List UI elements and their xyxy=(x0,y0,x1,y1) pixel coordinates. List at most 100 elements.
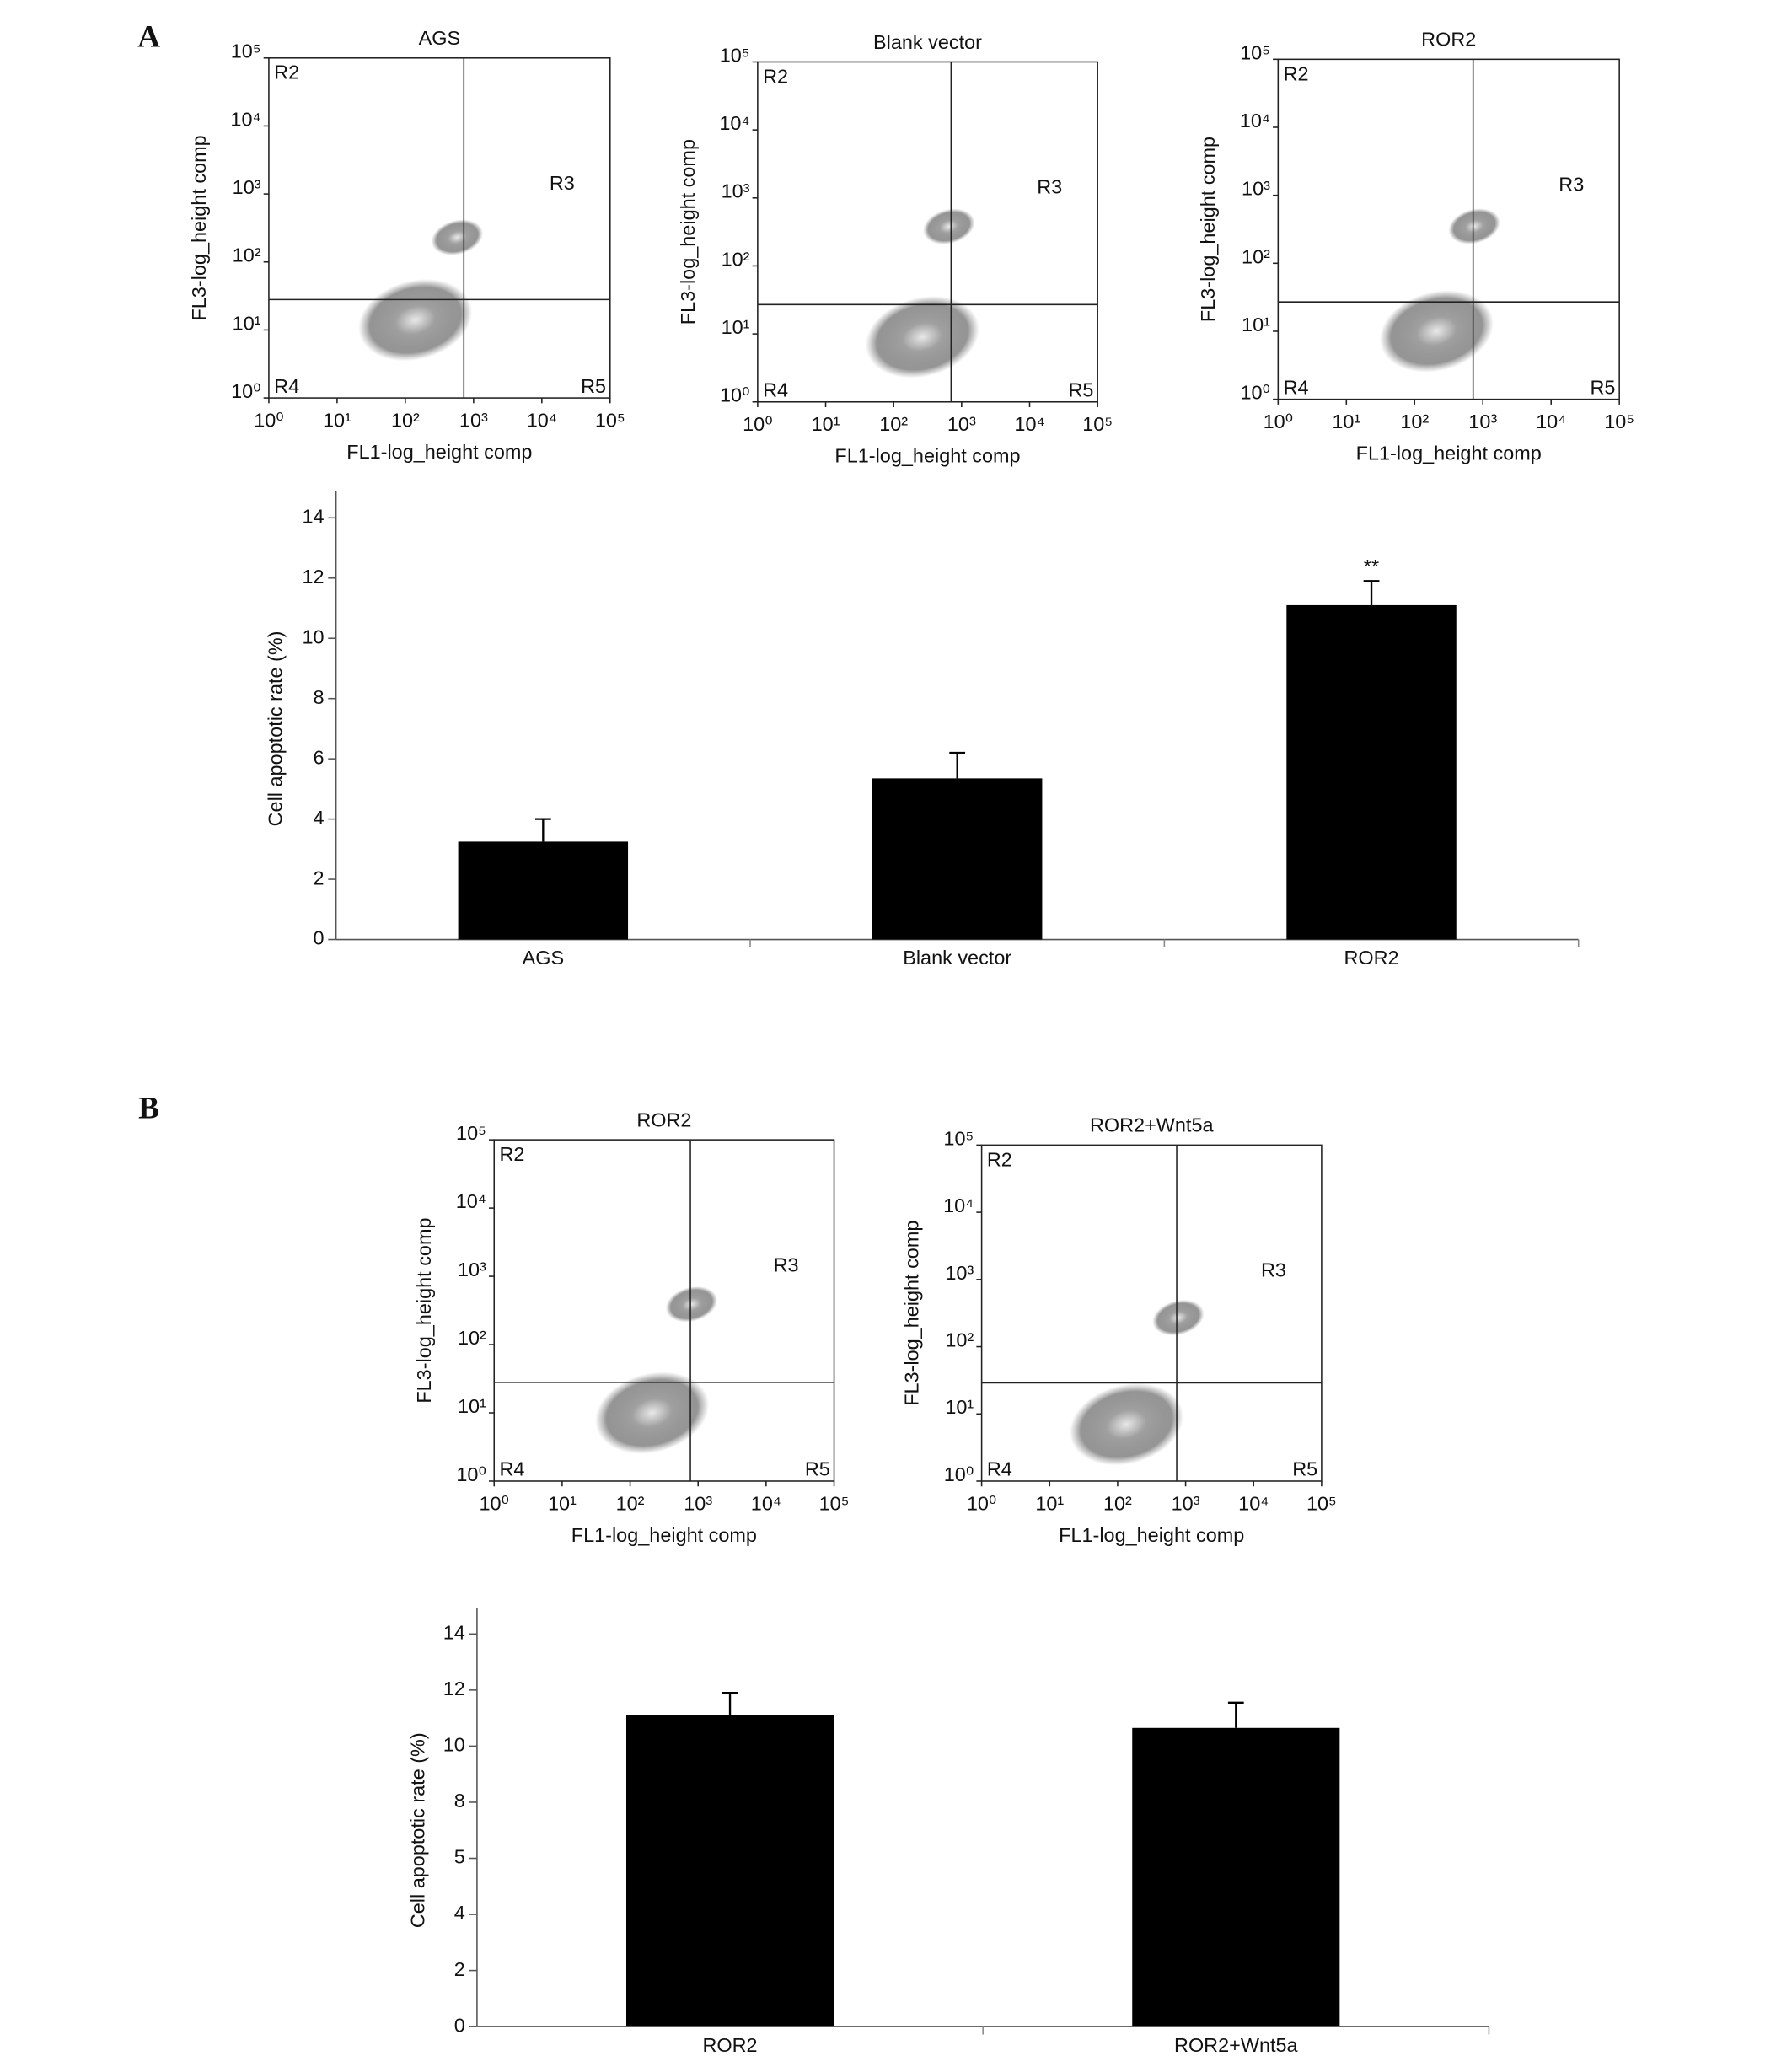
y-tick-label: 10⁰ xyxy=(456,1463,486,1485)
y-axis-label: FL3-log_height comp xyxy=(677,139,699,325)
region-label: R4 xyxy=(274,375,299,397)
y-tick-label: 4 xyxy=(314,807,325,829)
x-tick-label: 10⁵ xyxy=(819,1492,850,1514)
bar xyxy=(1286,604,1457,940)
y-tick-label: 10⁵ xyxy=(1240,41,1270,63)
y-axis-label: Cell apoptotic rate (%) xyxy=(406,1732,428,1928)
y-tick-label: 2 xyxy=(314,867,325,888)
cell-cluster xyxy=(1379,290,1494,373)
region-label: R5 xyxy=(1069,378,1094,400)
y-tick-label: 12 xyxy=(443,1678,465,1699)
region-label: R3 xyxy=(774,1253,799,1275)
x-tick-label: 10¹ xyxy=(323,409,351,431)
y-tick-label: 10² xyxy=(458,1327,486,1349)
y-tick-label: 10³ xyxy=(458,1259,486,1280)
x-tick-label: 10⁴ xyxy=(1536,411,1566,432)
x-tick-label: 10¹ xyxy=(1035,1492,1064,1514)
y-tick-label: 10² xyxy=(722,248,750,270)
y-tick-label: 10⁰ xyxy=(1240,382,1269,404)
x-tick-label: 10⁵ xyxy=(1604,411,1634,432)
y-tick-label: 10⁵ xyxy=(720,44,750,66)
y-tick-label: 12 xyxy=(303,566,325,588)
region-label: R2 xyxy=(274,62,299,83)
cell-cluster xyxy=(1448,208,1500,244)
region-label: R4 xyxy=(763,378,788,400)
y-tick-label: 2 xyxy=(454,1958,465,1980)
chart-title: ROR2 xyxy=(636,1109,691,1130)
cell-cluster xyxy=(1152,1299,1205,1336)
y-tick-label: 10³ xyxy=(722,180,750,202)
y-tick-label: 10¹ xyxy=(722,316,750,338)
x-tick-label: 10⁴ xyxy=(527,409,557,431)
cell-cluster xyxy=(431,219,484,255)
cell-cluster xyxy=(358,278,473,362)
x-tick-label: ROR2+Wnt5a xyxy=(1174,2034,1299,2056)
x-tick-label: 10⁰ xyxy=(480,1492,509,1514)
y-tick-label: 10² xyxy=(945,1329,974,1350)
y-tick-label: 5 xyxy=(454,1846,465,1868)
y-axis-label: FL3-log_height comp xyxy=(413,1217,435,1403)
y-tick-label: 10⁵ xyxy=(456,1122,486,1144)
region-label: R4 xyxy=(987,1458,1012,1480)
cell-cluster xyxy=(923,208,975,244)
x-tick-label: 10⁴ xyxy=(751,1492,781,1514)
region-label: R5 xyxy=(805,1458,830,1480)
y-tick-label: 10⁰ xyxy=(231,380,260,402)
y-tick-label: 10⁴ xyxy=(1240,110,1270,132)
x-tick-label: 10⁰ xyxy=(967,1492,996,1514)
y-tick-label: 6 xyxy=(314,746,325,768)
y-tick-label: 10³ xyxy=(233,176,261,198)
y-tick-label: 14 xyxy=(303,506,325,528)
region-label: R2 xyxy=(763,65,788,87)
x-tick-label: 10³ xyxy=(684,1492,712,1514)
y-tick-label: 10 xyxy=(303,625,325,647)
region-label: R2 xyxy=(987,1148,1012,1170)
region-label: R3 xyxy=(1559,174,1584,196)
plot-frame xyxy=(268,56,611,399)
y-tick-label: 10⁴ xyxy=(719,112,749,134)
x-tick-label: 10¹ xyxy=(1332,411,1360,432)
chart-title: Blank vector xyxy=(873,31,982,53)
x-tick-label: 10² xyxy=(879,413,908,435)
region-label: R5 xyxy=(1292,1458,1317,1480)
y-tick-label: 10¹ xyxy=(1242,314,1270,336)
x-tick-label: 10³ xyxy=(1468,411,1497,432)
x-tick-label: 10² xyxy=(391,409,420,431)
plot-frame xyxy=(1277,58,1620,400)
y-tick-label: 10³ xyxy=(945,1262,974,1284)
y-tick-label: 10³ xyxy=(1242,178,1270,200)
y-axis-label: FL3-log_height comp xyxy=(188,135,210,320)
x-tick-label: 10¹ xyxy=(812,413,840,435)
y-tick-label: 8 xyxy=(314,686,325,708)
plot-frame xyxy=(757,61,1098,403)
chart-title: ROR2 xyxy=(1421,29,1476,51)
x-tick-label: ROR2 xyxy=(702,2034,757,2056)
x-tick-label: 10⁰ xyxy=(254,409,283,431)
panel-label: B xyxy=(138,1091,159,1125)
region-label: R2 xyxy=(1284,62,1309,84)
y-tick-label: 10² xyxy=(1242,245,1270,267)
region-label: R3 xyxy=(550,172,575,194)
y-tick-label: 10⁰ xyxy=(944,1463,974,1485)
y-tick-label: 0 xyxy=(454,2014,465,2036)
x-tick-label: 10⁵ xyxy=(595,409,625,431)
x-tick-label: 10⁴ xyxy=(1238,1492,1269,1514)
x-tick-label: 10³ xyxy=(1172,1492,1200,1514)
plot-frame xyxy=(493,1139,835,1482)
y-tick-label: 10⁵ xyxy=(231,40,261,62)
y-tick-label: 14 xyxy=(443,1622,465,1644)
x-axis-label: FL1-log_height comp xyxy=(1356,442,1542,464)
bar xyxy=(1132,1727,1340,2027)
chart-title: AGS xyxy=(419,27,460,49)
x-tick-label: 10⁵ xyxy=(1306,1492,1337,1514)
y-axis-label: FL3-log_height comp xyxy=(901,1221,923,1406)
x-axis-label: FL1-log_height comp xyxy=(571,1524,757,1546)
x-tick-label: 10² xyxy=(1400,411,1429,432)
panel-label: A xyxy=(137,20,160,55)
x-tick-label: Blank vector xyxy=(903,947,1011,969)
y-tick-label: 10² xyxy=(233,244,261,266)
bar xyxy=(872,778,1043,940)
plot-frame xyxy=(980,1144,1323,1482)
region-label: R2 xyxy=(499,1143,524,1165)
y-tick-label: 10 xyxy=(443,1734,465,1756)
